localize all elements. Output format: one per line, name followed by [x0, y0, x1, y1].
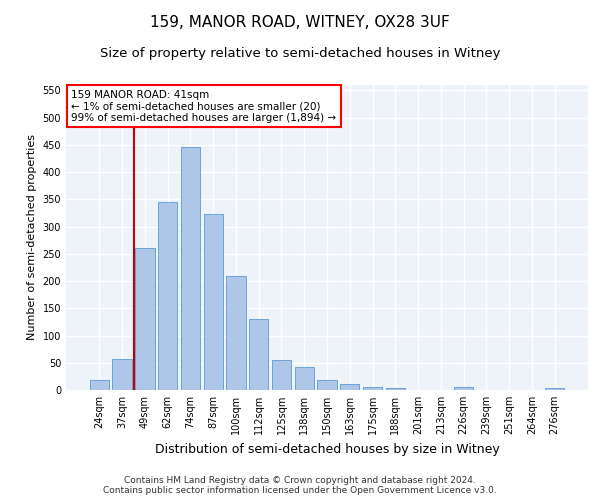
Y-axis label: Number of semi-detached properties: Number of semi-detached properties	[27, 134, 37, 340]
Bar	[454, 388, 473, 390]
Bar	[90, 380, 109, 390]
Text: 159 MANOR ROAD: 41sqm
← 1% of semi-detached houses are smaller (20)
99% of semi-: 159 MANOR ROAD: 41sqm ← 1% of semi-detac…	[71, 90, 337, 123]
Bar	[249, 319, 268, 390]
Bar	[363, 386, 382, 390]
Bar	[295, 367, 314, 390]
Bar	[340, 384, 359, 390]
Text: 159, MANOR ROAD, WITNEY, OX28 3UF: 159, MANOR ROAD, WITNEY, OX28 3UF	[150, 15, 450, 30]
Bar	[181, 146, 200, 390]
X-axis label: Distribution of semi-detached houses by size in Witney: Distribution of semi-detached houses by …	[155, 442, 499, 456]
Bar	[317, 380, 337, 390]
Bar	[226, 276, 245, 390]
Text: Size of property relative to semi-detached houses in Witney: Size of property relative to semi-detach…	[100, 48, 500, 60]
Bar	[203, 214, 223, 390]
Bar	[545, 388, 564, 390]
Text: Contains HM Land Registry data © Crown copyright and database right 2024.
Contai: Contains HM Land Registry data © Crown c…	[103, 476, 497, 495]
Bar	[158, 202, 178, 390]
Bar	[112, 359, 132, 390]
Bar	[386, 388, 405, 390]
Bar	[135, 248, 155, 390]
Bar	[272, 360, 291, 390]
